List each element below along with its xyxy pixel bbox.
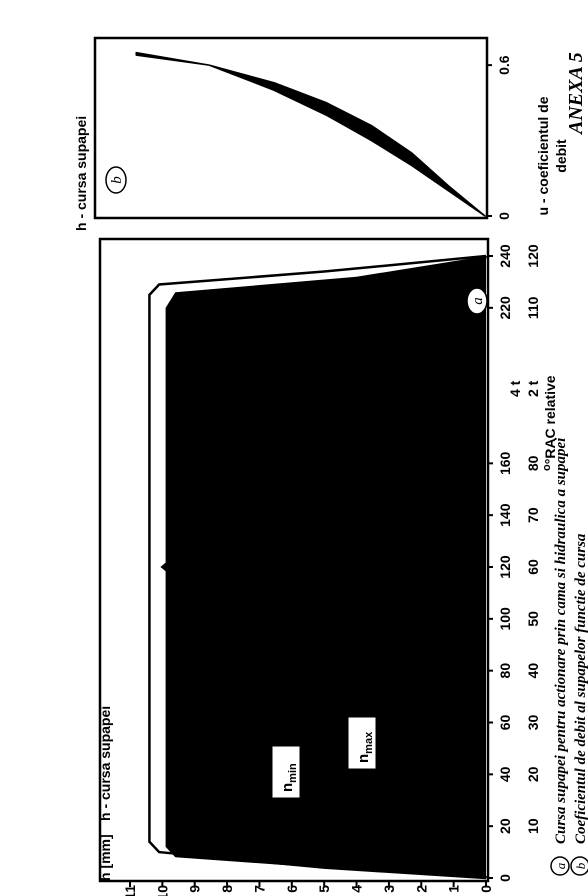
x-tick-label-secondary: 50 bbox=[525, 611, 541, 627]
chart-a-panel-marker: a bbox=[466, 287, 488, 315]
caption-a-text: Cursa supapei pentru actionare prin cama… bbox=[553, 437, 569, 844]
y-tick-label: 2 bbox=[413, 885, 429, 893]
annex-title: ANEXA 5 bbox=[565, 52, 587, 136]
chart-b-x-tick-label: 0 bbox=[496, 212, 512, 220]
nmin-sub: min bbox=[287, 763, 299, 783]
caption-a-marker: a bbox=[553, 862, 568, 869]
caption-b-marker: b bbox=[573, 862, 588, 869]
x-tick-label-secondary: 120 bbox=[525, 244, 541, 268]
series-hidraulica-line bbox=[148, 254, 487, 880]
x-tick-label: 140 bbox=[497, 503, 513, 527]
x-tick-label-secondary: 60 bbox=[525, 559, 541, 575]
annotation-nmax: nmax bbox=[347, 716, 383, 789]
chart-b-xlabel-line2: debit bbox=[553, 139, 569, 173]
nmax-base: n bbox=[355, 754, 372, 763]
y-tick-label: 9 bbox=[187, 885, 203, 893]
y-tick-label: 11 bbox=[122, 885, 138, 896]
svg-text:nmin: nmin bbox=[279, 763, 299, 792]
annotation-actionare-hidraulica-line2: hidraulica bbox=[321, 705, 337, 771]
x-tick-label-secondary: 70 bbox=[525, 507, 541, 523]
chart-a-xlabel: o°RAC relative bbox=[541, 375, 558, 471]
x-tick-label-secondary: 10 bbox=[525, 818, 541, 834]
break-label-2t: 2 t bbox=[525, 380, 541, 397]
annotation-nmin: nmin bbox=[271, 745, 301, 799]
x-tick-label: 20 bbox=[497, 818, 513, 834]
annotation-actionare-hidraulica: actionare hidraulica bbox=[304, 705, 389, 785]
break-label-4t: 4 t bbox=[507, 380, 523, 397]
y-tick-label: 5 bbox=[316, 885, 332, 893]
chart-a-ylabel-unit: h [mm] bbox=[97, 834, 113, 881]
y-tick-label: 10 bbox=[154, 885, 170, 896]
x-tick-label: 160 bbox=[497, 451, 513, 475]
series-nmin-line bbox=[177, 255, 487, 879]
chart-a-panel-label: a bbox=[470, 297, 486, 305]
x-tick-label-secondary: 30 bbox=[525, 715, 541, 731]
y-tick-label: 1 bbox=[446, 885, 462, 893]
x-tick-label-secondary: 20 bbox=[525, 766, 541, 782]
caption-b-text: Coeficientul de debit al supapelor funct… bbox=[573, 533, 588, 844]
chart-b-frame bbox=[93, 36, 489, 220]
x-tick-label: 60 bbox=[497, 715, 513, 731]
x-tick-label: 220 bbox=[497, 296, 513, 320]
x-tick-label: 0 bbox=[497, 874, 513, 882]
chart-a: 0 1 2 3 4 5 6 7 8 9 10 11 0 20 40 60 80 100 120 140 160 220 2… bbox=[97, 237, 558, 896]
x-tick-label-secondary: 80 bbox=[525, 455, 541, 471]
annotation-actionare-cama-line1: actionare prin bbox=[230, 488, 246, 581]
chart-b: 0 0.6 h - cursa supapei u - coeficientul … bbox=[73, 36, 569, 231]
annotation-actionare-cama-line2: cama tangentiala bbox=[247, 462, 263, 576]
chart-b-band bbox=[135, 51, 486, 217]
nmax-sub: max bbox=[363, 731, 375, 754]
chart-b-xlabel-line1: u - coeficientul de bbox=[535, 96, 551, 215]
chart-b-panel-marker: b bbox=[105, 166, 127, 194]
chart-a-frame bbox=[98, 237, 490, 883]
x-tick-label: 120 bbox=[497, 555, 513, 579]
caption-a: a Cursa supapei pentru actionare prin ca… bbox=[550, 437, 570, 876]
y-tick-label: 0 bbox=[478, 885, 494, 893]
x-tick-label: 40 bbox=[497, 766, 513, 782]
series-cama-area bbox=[162, 256, 486, 878]
nmin-base: n bbox=[279, 783, 296, 792]
chart-a-xlabel-text: °RAC relative bbox=[542, 375, 558, 464]
x-tick-label: 100 bbox=[497, 607, 513, 631]
chart-b-panel-label: b bbox=[109, 176, 125, 184]
y-tick-label: 6 bbox=[284, 885, 300, 893]
x-tick-label-secondary: 110 bbox=[525, 296, 541, 319]
svg-text:nmax: nmax bbox=[355, 731, 375, 763]
x-tick-label-secondary: 40 bbox=[525, 663, 541, 679]
y-tick-label: 8 bbox=[219, 885, 235, 893]
annotation-actionare-cama: actionare prin cama tangentiala bbox=[230, 462, 353, 636]
annotation-actionare-hidraulica-line1: actionare bbox=[304, 709, 320, 771]
chart-b-ylabel: h - cursa supapei bbox=[73, 116, 89, 231]
caption-b: b Coeficientul de debit al supapelor fun… bbox=[570, 533, 588, 876]
y-tick-label: 4 bbox=[349, 885, 365, 893]
chart-a-ylabel: h - cursa supapei bbox=[97, 706, 113, 821]
x-tick-label: 240 bbox=[497, 244, 513, 268]
chart-b-x-tick-label: 0.6 bbox=[496, 55, 512, 75]
y-tick-label: 3 bbox=[381, 885, 397, 893]
x-tick-label: 80 bbox=[497, 663, 513, 679]
y-tick-label: 7 bbox=[251, 885, 267, 893]
